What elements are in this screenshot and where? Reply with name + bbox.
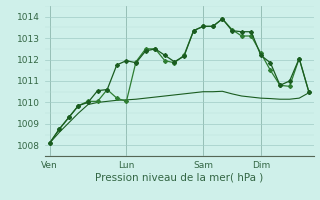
X-axis label: Pression niveau de la mer( hPa ): Pression niveau de la mer( hPa ): [95, 173, 263, 183]
